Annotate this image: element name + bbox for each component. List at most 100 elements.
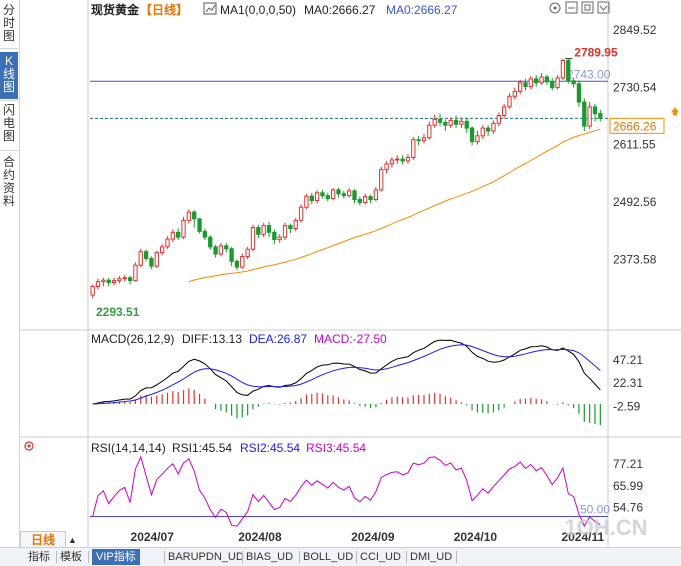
bottom-tab-3[interactable]: BARUPDN_UD	[168, 551, 244, 563]
current-price-label: 2666.26	[613, 119, 657, 133]
rsi-tick-label: 65.99	[613, 479, 643, 493]
candle	[432, 114, 437, 129]
period-button[interactable]: 日线	[20, 531, 66, 549]
divider	[56, 551, 57, 563]
bottom-tab-0[interactable]: 指标	[28, 551, 50, 563]
candle	[256, 224, 261, 239]
candle	[138, 248, 143, 268]
candle	[240, 253, 245, 270]
caret-up-icon[interactable]: ▲	[68, 535, 77, 545]
bottom-tab-5[interactable]: BOLL_UD	[303, 551, 354, 563]
minimize-icon[interactable]	[565, 1, 578, 14]
circle-icon[interactable]	[549, 2, 561, 14]
candle	[421, 133, 427, 144]
rsi-settings-icon[interactable]	[24, 441, 34, 451]
candle	[154, 250, 159, 269]
candle	[202, 228, 208, 241]
candle	[293, 217, 298, 232]
candle	[373, 186, 379, 202]
period-label: 【日线】	[140, 2, 188, 17]
candle	[475, 131, 480, 145]
bottom-tab-4[interactable]: BIAS_UD	[246, 551, 294, 563]
low-label: 2293.51	[96, 305, 140, 319]
macd-dif-label: DIFF:13.13	[182, 332, 242, 346]
candle	[165, 236, 170, 249]
candle	[159, 243, 165, 256]
candle	[314, 189, 320, 204]
price-tick-label: 2849.52	[613, 23, 657, 37]
macd-dea-line	[92, 344, 601, 405]
candle	[181, 216, 186, 240]
chart-settings-icon[interactable]	[203, 2, 217, 15]
candle	[598, 109, 603, 122]
bottom-tab-7[interactable]: DMI_UD	[410, 551, 453, 563]
candle	[111, 277, 117, 286]
candle	[288, 223, 293, 234]
level-line-label: 2743.00	[567, 67, 611, 81]
candle	[534, 75, 539, 87]
candle	[117, 275, 122, 284]
divider	[0, 48, 18, 49]
candle	[122, 274, 127, 282]
candle	[261, 222, 266, 238]
candle	[224, 242, 229, 253]
candle	[330, 187, 336, 201]
candle	[90, 284, 95, 299]
candle	[384, 160, 389, 174]
macd-value-label: MACD:-27.50	[314, 332, 387, 346]
candle	[266, 221, 272, 238]
price-alert-icon[interactable]	[671, 107, 679, 116]
candle	[576, 80, 582, 107]
candle	[95, 278, 101, 290]
candle	[379, 166, 384, 192]
high-label: 2789.95	[574, 46, 618, 60]
candle	[427, 121, 432, 140]
price-axis: 2849.52 2730.54 2611.55 2492.56 2373.58	[613, 23, 657, 267]
candle	[133, 262, 138, 282]
candle	[282, 222, 288, 241]
candle	[272, 229, 277, 244]
x-tick-label: 2024/11	[561, 530, 604, 544]
chart-canvas[interactable]: 现货黄金 【日线】 MA1(0,0,0,50) MA0:2666.27 MA0:…	[0, 0, 681, 547]
divider	[88, 551, 89, 563]
candle	[192, 210, 197, 228]
candle	[357, 196, 363, 206]
x-axis: 2024/07 2024/08 2024/09 2024/10 2024/11	[131, 530, 605, 544]
candle	[571, 77, 576, 88]
x-tick-label: 2024/09	[351, 530, 395, 544]
candle	[480, 125, 485, 139]
restore-icon[interactable]	[581, 1, 594, 14]
tab-timeshare[interactable]: 分时图	[2, 3, 15, 43]
candle	[592, 103, 598, 122]
tab-contract-info[interactable]: 合约资料	[2, 155, 15, 208]
dropdown-icon[interactable]	[597, 1, 610, 14]
macd-axis: 47.21 22.31 -2.59	[613, 353, 643, 413]
candle	[176, 228, 181, 241]
candle	[347, 187, 352, 198]
candle	[416, 135, 421, 146]
tab-kline[interactable]: K线图	[0, 52, 18, 99]
candle	[459, 117, 464, 129]
candle	[496, 112, 501, 127]
tab-flash[interactable]: 闪电图	[2, 103, 15, 143]
rsi-tick-label: 54.76	[613, 500, 643, 514]
divider	[0, 150, 18, 151]
price-tick-label: 2492.56	[613, 195, 657, 209]
candle	[341, 190, 346, 199]
symbol-name: 现货黄金	[91, 2, 140, 17]
candle	[389, 157, 395, 168]
rsi-line	[92, 455, 601, 528]
candle	[245, 246, 250, 260]
candle	[523, 78, 528, 91]
bottom-tab-2[interactable]: VIP指标	[92, 549, 140, 565]
ma0-label: MA0:2666.27	[304, 3, 376, 17]
candle	[560, 58, 566, 80]
candle	[363, 193, 368, 205]
macd-tick-label: 22.31	[613, 376, 643, 390]
candle	[106, 277, 111, 287]
candle	[395, 155, 400, 164]
bottom-tab-1[interactable]: 模板	[60, 551, 82, 563]
candle	[149, 256, 154, 270]
bottom-tab-6[interactable]: CCI_UD	[360, 551, 401, 563]
candle	[250, 224, 256, 252]
